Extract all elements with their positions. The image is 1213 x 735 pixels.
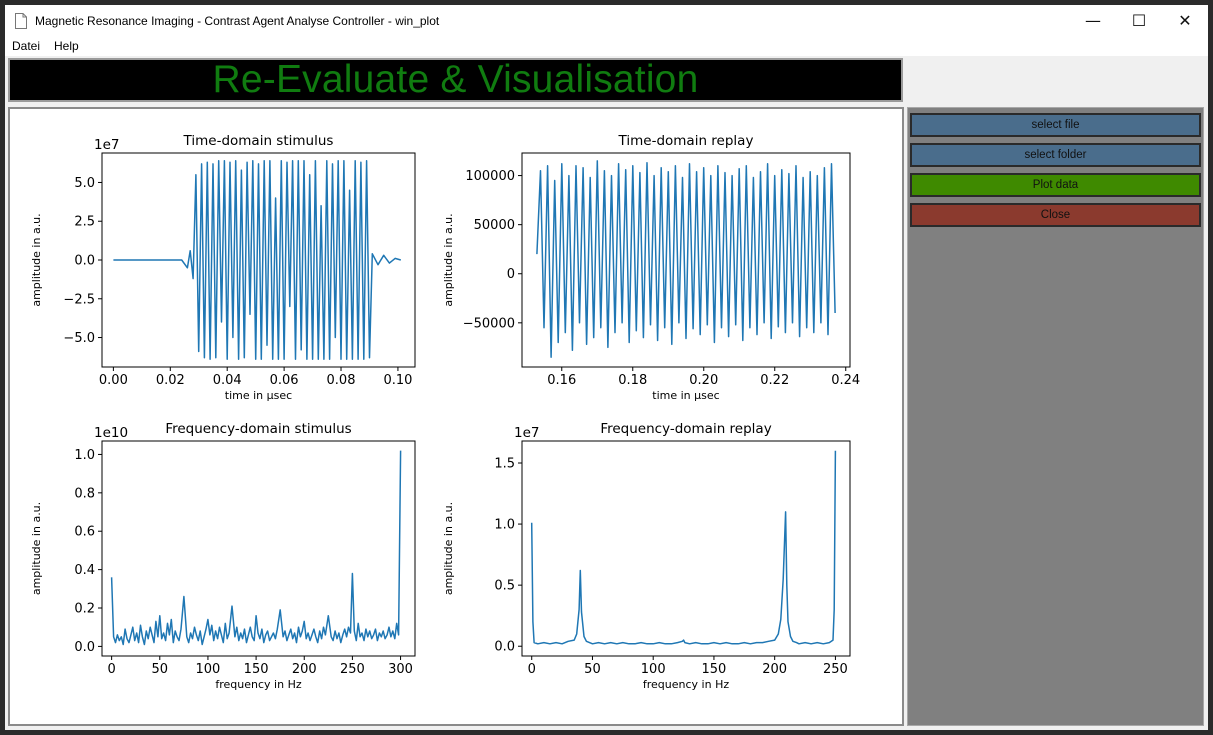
y-axis-label: amplitude in a.u. xyxy=(442,213,455,306)
y-tick-label: 0.0 xyxy=(494,640,515,655)
series-line xyxy=(110,450,402,646)
minimize-button[interactable]: — xyxy=(1085,11,1101,30)
axes-frame xyxy=(101,440,416,657)
y-tick-label: 1.5 xyxy=(494,456,515,471)
x-tick-label: 0.18 xyxy=(618,373,647,388)
y-tick-label: 50000 xyxy=(474,218,515,233)
y-tick-label: 2.5 xyxy=(74,215,95,230)
y-tick-label: 0 xyxy=(507,267,515,282)
chart-title: Frequency-domain replay xyxy=(600,421,771,437)
x-tick-label: 0 xyxy=(528,662,536,677)
y-tick-label: 0.4 xyxy=(74,563,95,578)
menu-bar: Datei Help xyxy=(5,36,1208,56)
chart-3: 0 50 100 150 200 250 300 0.0 0.2 0.4 0.6 0.8 1.0 Freq… xyxy=(30,421,416,691)
header-banner: Re-Evaluate & Visualisation xyxy=(8,58,903,102)
chart-title: Frequency-domain stimulus xyxy=(165,421,351,437)
menu-datei[interactable]: Datei xyxy=(12,39,41,53)
x-tick-label: 250 xyxy=(823,662,848,677)
document-icon xyxy=(15,12,27,29)
series-line xyxy=(530,450,837,645)
x-tick-label: 150 xyxy=(244,662,269,677)
menu-help[interactable]: Help xyxy=(54,39,79,53)
select-folder-button[interactable]: select folder xyxy=(910,143,1201,167)
axis-offset-text: 1e7 xyxy=(94,137,119,153)
x-axis-label: frequency in Hz xyxy=(643,678,729,691)
x-tick-label: 0.06 xyxy=(270,373,299,388)
x-tick-label: 100 xyxy=(641,662,666,677)
x-axis-label: frequency in Hz xyxy=(215,678,301,691)
plot-canvas: 0.00 0.02 0.04 0.06 0.08 0.10−5.0−2.50.02.55.… xyxy=(30,133,860,691)
x-tick-label: 100 xyxy=(196,662,221,677)
y-axis-label: amplitude in a.u. xyxy=(442,502,455,595)
y-axis-label: amplitude in a.u. xyxy=(30,213,43,306)
control-panel: select file select folder Plot data Clos… xyxy=(907,107,1204,726)
series-line xyxy=(536,160,836,358)
x-tick-label: 0 xyxy=(107,662,115,677)
window-controls: — ☐ ✕ xyxy=(1070,5,1208,36)
y-tick-label: 0.5 xyxy=(494,579,515,594)
x-tick-label: 50 xyxy=(584,662,601,677)
y-tick-label: 0.0 xyxy=(74,254,95,269)
x-tick-label: 0.20 xyxy=(689,373,718,388)
x-tick-label: 0.24 xyxy=(831,373,860,388)
x-axis-label: time in µsec xyxy=(652,389,719,402)
y-tick-label: 5.0 xyxy=(74,176,95,191)
chart-4: 0 50 100 150 200 250 0.0 0.5 1.0 1.5 Frequency-dom… xyxy=(442,421,851,691)
chart-2: 0.16 0.18 0.20 0.22 0.24 −50000 0 50000 100000 Ti… xyxy=(442,133,860,402)
x-tick-label: 300 xyxy=(388,662,413,677)
x-tick-label: 250 xyxy=(340,662,365,677)
x-tick-label: 0.10 xyxy=(383,373,412,388)
y-tick-label: −50000 xyxy=(463,316,515,331)
axes-frame xyxy=(521,440,851,657)
x-tick-label: 0.00 xyxy=(99,373,128,388)
y-tick-label: 0.2 xyxy=(74,602,95,617)
plot-data-button[interactable]: Plot data xyxy=(910,173,1201,197)
x-tick-label: 200 xyxy=(762,662,787,677)
y-tick-label: −5.0 xyxy=(63,331,95,346)
axis-offset-text: 1e7 xyxy=(514,425,539,441)
y-axis-label: amplitude in a.u. xyxy=(30,502,43,595)
close-window-button[interactable]: ✕ xyxy=(1178,11,1192,30)
y-tick-label: 0.8 xyxy=(74,486,95,501)
app-window: Magnetic Resonance Imaging - Contrast Ag… xyxy=(5,5,1208,730)
chart-1: 0.00 0.02 0.04 0.06 0.08 0.10 −5.0 −2.5 0.0 2.5 5.… xyxy=(30,133,416,402)
y-tick-label: 0.6 xyxy=(74,525,95,540)
x-tick-label: 200 xyxy=(292,662,317,677)
x-tick-label: 50 xyxy=(152,662,169,677)
y-tick-label: 0.0 xyxy=(74,640,95,655)
title-bar[interactable]: Magnetic Resonance Imaging - Contrast Ag… xyxy=(5,5,1208,36)
axis-offset-text: 1e10 xyxy=(94,425,128,441)
banner-title: Re-Evaluate & Visualisation xyxy=(212,58,699,101)
maximize-button[interactable]: ☐ xyxy=(1131,11,1147,30)
y-tick-label: 1.0 xyxy=(74,448,95,463)
y-tick-label: −2.5 xyxy=(63,292,95,307)
x-tick-label: 0.04 xyxy=(213,373,242,388)
y-tick-label: 1.0 xyxy=(494,518,515,533)
x-tick-label: 0.08 xyxy=(327,373,356,388)
plot-area: 0.00 0.02 0.04 0.06 0.08 0.10 −5.0 −2.5 0.0 2.5 5.… xyxy=(8,107,904,726)
axes-frame xyxy=(521,152,851,368)
x-tick-label: 0.16 xyxy=(547,373,576,388)
x-tick-label: 150 xyxy=(702,662,727,677)
chart-title: Time-domain stimulus xyxy=(183,133,334,149)
window-title: Magnetic Resonance Imaging - Contrast Ag… xyxy=(35,13,440,28)
select-file-button[interactable]: select file xyxy=(910,113,1201,137)
close-button[interactable]: Close xyxy=(910,203,1201,227)
x-axis-label: time in µsec xyxy=(225,389,292,402)
x-tick-label: 0.02 xyxy=(156,373,185,388)
series-line xyxy=(113,160,402,360)
y-tick-label: 100000 xyxy=(465,169,515,184)
x-tick-label: 0.22 xyxy=(760,373,789,388)
chart-title: Time-domain replay xyxy=(618,133,754,149)
